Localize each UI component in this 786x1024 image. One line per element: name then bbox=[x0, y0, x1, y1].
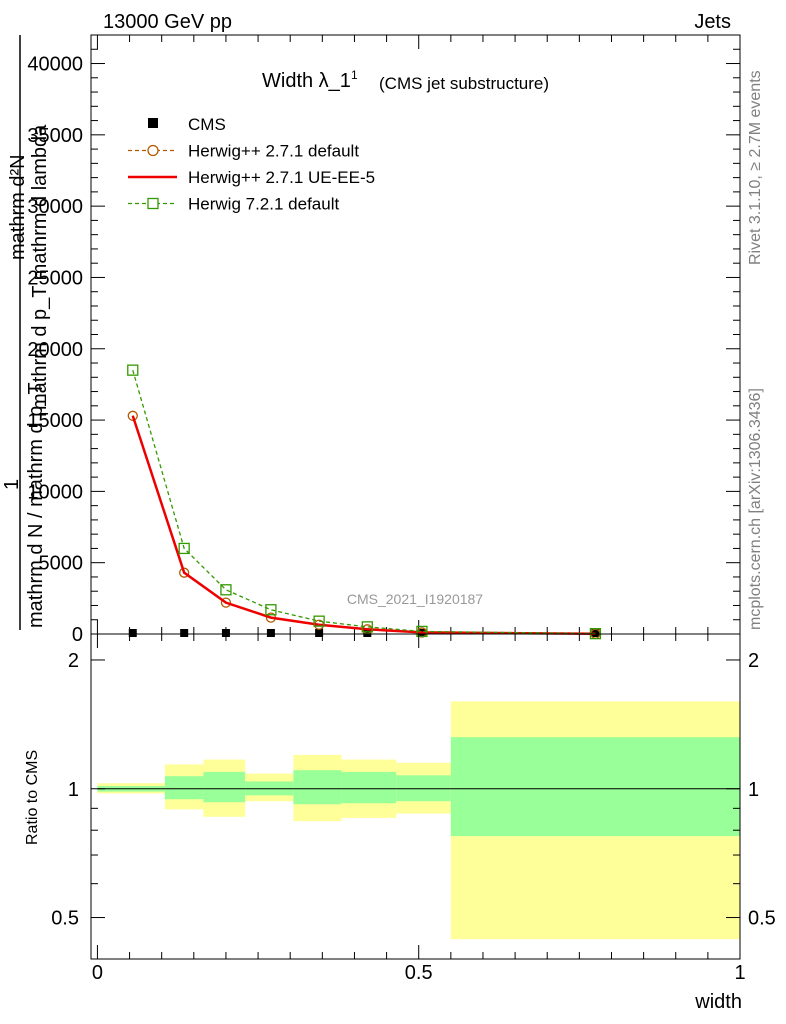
ratio-y-tick-label: 0.5 bbox=[51, 908, 79, 930]
header-left: 13000 GeV pp bbox=[103, 11, 232, 33]
rivet-label: Rivet 3.1.10, ≥ 2.7M events bbox=[747, 70, 764, 265]
legend-marker bbox=[148, 118, 158, 128]
ratio-y-label: Ratio to CMS bbox=[24, 750, 41, 845]
ratio-x-ticks: 0 0.5 1 bbox=[92, 634, 746, 984]
plot-subtitle: (CMS jet substructure) bbox=[379, 74, 549, 93]
legend-entry: CMS bbox=[188, 115, 226, 134]
main-y-tick-label: 15000 bbox=[27, 410, 83, 432]
main-y-tick-label: 20000 bbox=[27, 339, 83, 361]
main-y-tick-label: 5000 bbox=[39, 553, 84, 575]
main-series bbox=[127, 364, 602, 640]
main-y-tick-label: 10000 bbox=[27, 481, 83, 503]
y-axis-label-left: 1 bbox=[1, 479, 23, 490]
series-point bbox=[178, 542, 190, 555]
series-point bbox=[416, 625, 428, 638]
data-point bbox=[315, 629, 324, 637]
legend-entry: Herwig++ 2.7.1 UE-EE-5 bbox=[188, 168, 375, 187]
main-y-tick-label: 40000 bbox=[27, 54, 83, 76]
series-point bbox=[361, 621, 373, 633]
main-y-ticks: 0 5000 10000 15000 20000 25000 30000 35000 40000 bbox=[27, 34, 740, 646]
main-y-tick-label: 30000 bbox=[27, 196, 83, 218]
ratio-y-tick-label: 2 bbox=[68, 650, 79, 672]
ratio-bands bbox=[97, 701, 740, 940]
data-point bbox=[128, 629, 137, 637]
main-y-tick-label: 25000 bbox=[27, 267, 83, 289]
series-point bbox=[220, 584, 232, 596]
data-point bbox=[266, 629, 275, 637]
legend-entry: Herwig++ 2.7.1 default bbox=[188, 142, 359, 161]
legend-marker bbox=[147, 144, 159, 157]
series-line bbox=[132, 369, 596, 635]
legend: CMS Herwig++ 2.7.1 default Herwig++ 2.7.1 … bbox=[128, 115, 375, 214]
ratio-y-tick-label-right: 1 bbox=[748, 779, 759, 801]
ratio-y-ticks: 0.5 0.5 1 1 2 2 bbox=[51, 650, 776, 960]
ratio-band-green bbox=[164, 776, 204, 800]
series-point bbox=[265, 604, 277, 616]
mcplots-label: mcplots.cern.ch [arXiv:1306.3436] bbox=[747, 388, 764, 630]
main-y-tick-label: 35000 bbox=[27, 125, 83, 147]
series-line bbox=[131, 415, 596, 636]
series-point bbox=[127, 364, 139, 376]
x-tick-label: 0.5 bbox=[405, 962, 433, 984]
series-point bbox=[127, 410, 138, 421]
ratio-panel: 0.5 0.51 12 2 0 0.5 1 Ratio to CMS width bbox=[24, 633, 776, 1013]
x-axis-label: width bbox=[694, 991, 742, 1013]
data-point bbox=[221, 629, 230, 637]
legend-marker bbox=[147, 197, 159, 210]
x-tick-label: 1 bbox=[734, 962, 745, 984]
ratio-frame bbox=[90, 633, 741, 960]
series-point bbox=[179, 567, 190, 578]
watermark: CMS_2021_I1920187 bbox=[347, 591, 483, 607]
ratio-y-tick-label-right: 0.5 bbox=[748, 908, 776, 930]
y-axis-label-bottom: mathrm d N / mathrm d p_T bbox=[25, 382, 47, 628]
ratio-band-green bbox=[341, 771, 397, 804]
ratio-band-green bbox=[293, 770, 342, 805]
header-right: Jets bbox=[694, 11, 731, 33]
plot-title: Width λ_11 bbox=[262, 68, 358, 92]
ratio-band-green bbox=[450, 737, 740, 837]
legend-entry: Herwig 7.2.1 default bbox=[188, 195, 339, 214]
ratio-band-green bbox=[203, 771, 246, 803]
series-point bbox=[220, 597, 232, 608]
y-axis-label-top2: mathrm d p_T mathrm d lambda bbox=[29, 124, 51, 410]
y-axis-label-top: mathrm d²N bbox=[7, 154, 29, 260]
ratio-y-tick-label: 1 bbox=[68, 779, 79, 801]
data-point bbox=[363, 629, 372, 637]
x-tick-label: 0 bbox=[92, 962, 103, 984]
main-y-tick-label: 0 bbox=[72, 624, 83, 646]
series-point bbox=[313, 615, 325, 627]
ratio-y-tick-label-right: 2 bbox=[748, 650, 759, 672]
main-panel: 0 5000 10000 15000 20000 25000 30000 35000 40000… bbox=[1, 34, 741, 646]
data-point bbox=[180, 629, 189, 637]
